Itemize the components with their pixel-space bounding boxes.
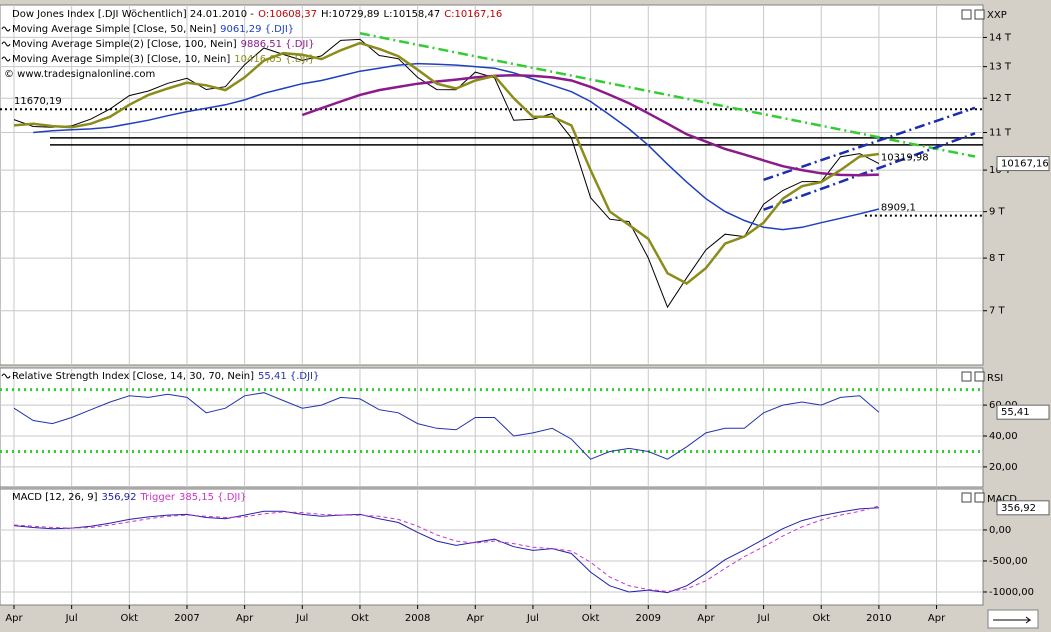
y-tick-label: 7 T [989, 306, 1006, 317]
x-tick-label: Jul [757, 613, 770, 624]
y-tick-label: 13 T [989, 62, 1012, 73]
level-label: 8909,1 [881, 203, 916, 214]
value-box [996, 404, 1050, 420]
y-tick-label: 0,00 [989, 525, 1011, 536]
close-button[interactable] [974, 371, 985, 382]
legend-value: 356,92 [101, 492, 136, 503]
x-tick-label: Okt [582, 613, 600, 624]
legend-entry: MACD [12, 26, 9] 356,92 Trigger 385,15 {.DJ… [12, 492, 247, 503]
legend-icon [1, 26, 11, 32]
ohlc-value: O:10608,37 [258, 9, 317, 20]
watermark: © www.tradesignalonline.com [4, 69, 155, 80]
x-tick-label: Apr [5, 613, 23, 624]
legend-name: Relative Strength Index [Close, 14, 30, … [12, 371, 254, 382]
close-button[interactable] [974, 9, 985, 20]
x-tick-label: Apr [236, 613, 254, 624]
series-line [13, 505, 880, 592]
panel-buttons[interactable] [961, 9, 985, 503]
x-tick-label: Okt [812, 613, 830, 624]
macd-panel [0, 488, 984, 606]
chart-title: Dow Jones Index [.DJI Wöchentlich] 24.01… [12, 9, 502, 20]
y-tick-label: -1000,00 [989, 587, 1034, 598]
y-tick-label: -500,00 [989, 556, 1028, 567]
legend-name: Trigger [139, 492, 175, 503]
axis-label: RSI [987, 373, 1003, 384]
x-tick-label: Okt [351, 613, 369, 624]
ohlc-value: H:10729,89 [321, 9, 380, 20]
legend-icon [1, 373, 11, 379]
legend-entry: Moving Average Simple(2) [Close, 100, Ne… [12, 39, 315, 50]
legend-value: 385,15 {.DJI} [179, 492, 247, 503]
y-tick-label: 9 T [989, 207, 1006, 218]
legend-name: Moving Average Simple(2) [Close, 100, Ne… [12, 39, 237, 50]
legend-name: Moving Average Simple(3) [Close, 10, Nei… [12, 54, 230, 65]
x-tick-label: 2007 [174, 613, 199, 624]
minimize-button[interactable] [961, 371, 972, 382]
close-button[interactable] [974, 492, 985, 503]
legend-entry: Moving Average Simple(3) [Close, 10, Nei… [12, 54, 315, 65]
x-tick-label: 2010 [866, 613, 891, 624]
level-label: 11670,19 [14, 96, 62, 107]
trend-line [359, 31, 976, 158]
y-tick-label: 14 T [989, 32, 1012, 43]
series-line [301, 73, 879, 177]
trend-line [763, 132, 976, 211]
rsi-panel [0, 367, 984, 488]
y-tick-label: 20,00 [989, 462, 1018, 473]
legend-value: 9061,29 {.DJI} [220, 24, 294, 35]
value-box [996, 156, 1050, 172]
value-box-label: 10167,16 [1001, 159, 1049, 170]
annotation: 10319,98 [881, 153, 929, 164]
axis-label: MACD [987, 494, 1017, 505]
legend-icon [1, 41, 11, 47]
y-tick-label: 8 T [989, 253, 1006, 264]
x-tick-label: Jul [295, 613, 308, 624]
legend-entry: Moving Average Simple [Close, 50, Nein] 9… [12, 24, 294, 35]
x-tick-label: Jul [65, 613, 78, 624]
y-tick-label: 12 T [989, 93, 1012, 104]
series-line [13, 38, 880, 309]
price-panel [0, 4, 984, 366]
legend-name: MACD [12, 26, 9] [12, 492, 98, 503]
minimize-button[interactable] [961, 492, 972, 503]
x-tick-label: 2009 [636, 613, 661, 624]
ohlc-value: L:10158,47 [384, 9, 441, 20]
scroll-arrow [993, 616, 1032, 624]
y-tick-label: 40,00 [989, 431, 1018, 442]
legend-value: 55,41 {.DJI} [258, 371, 319, 382]
legend-value: 10416,05 {.DJI} [234, 54, 314, 65]
x-tick-label: Apr [467, 613, 485, 624]
title-text: Dow Jones Index [.DJI Wöchentlich] 24.01… [12, 9, 254, 20]
series-line [13, 392, 880, 460]
y-tick-label: 11 T [989, 128, 1012, 139]
value-box-label: 55,41 [1001, 407, 1030, 418]
value-box-label: 356,92 [1001, 503, 1036, 514]
ohlc-value: C:10167,16 [444, 9, 502, 20]
series-line [33, 62, 880, 231]
x-tick-label: 2008 [405, 613, 430, 624]
x-tick-label: Apr [928, 613, 946, 624]
series-line [13, 507, 879, 594]
minimize-button[interactable] [961, 9, 972, 20]
legend-value: 9886,51 {.DJI} [241, 39, 315, 50]
x-tick-label: Jul [526, 613, 539, 624]
x-tick-label: Apr [697, 613, 715, 624]
legend-icon [1, 56, 11, 62]
legend-name: Moving Average Simple [Close, 50, Nein] [12, 24, 216, 35]
series-line [13, 41, 880, 285]
value-box [996, 500, 1050, 516]
axis-label: XXP [987, 10, 1007, 21]
legend-entry: Relative Strength Index [Close, 14, 30, … [12, 371, 319, 382]
trend-line [763, 106, 976, 181]
scroll-box[interactable] [987, 609, 1039, 629]
x-tick-label: Okt [121, 613, 139, 624]
